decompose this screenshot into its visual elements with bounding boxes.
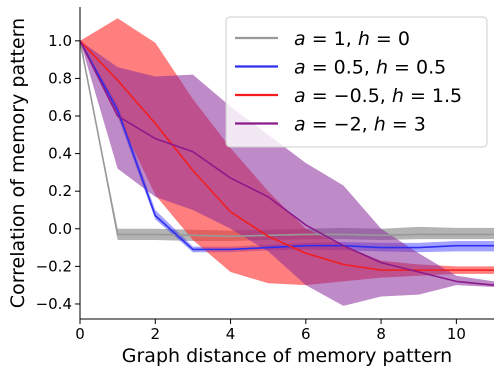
- y-tick-label: 0.6: [48, 107, 72, 125]
- y-tick-label: 0.2: [48, 182, 72, 200]
- series-4-band: [80, 40, 494, 306]
- x-tick-label: 6: [301, 325, 311, 343]
- x-tick-label: 8: [376, 325, 386, 343]
- series-lines: [79, 40, 495, 286]
- series-2-line: [79, 40, 494, 251]
- y-axis-label: Correlation of memory pattern: [7, 18, 29, 308]
- y-tick-label: −0.2: [36, 257, 72, 275]
- x-tick-label: 2: [150, 325, 160, 343]
- confidence-bands: [80, 18, 494, 306]
- y-tick-label: 0.0: [48, 220, 72, 238]
- legend: a = 1, h = 0 a = 0.5, h = 0.5 a = −0.5, h …: [225, 16, 488, 148]
- series-1-line: [79, 40, 494, 238]
- series-3-line: [79, 40, 494, 271]
- y-tick-label: −0.4: [36, 295, 72, 313]
- y-ticks: 1.0 0.8 0.6 0.4 0.2 0.0 −0.2 −0.4: [36, 32, 80, 313]
- axes: [79, 7, 494, 320]
- y-tick-label: 1.0: [48, 32, 72, 50]
- y-tick-label: 0.8: [48, 69, 72, 87]
- x-axis-label: Graph distance of memory pattern: [122, 345, 452, 367]
- x-tick-label: 10: [447, 325, 466, 343]
- legend-label-a-0.5-h-1.5: a = −0.5, h = 1.5: [294, 85, 462, 107]
- legend-entries: a = 1, h = 0 a = 0.5, h = 0.5 a = −0.5, h …: [235, 28, 462, 136]
- y-tick-label: 0.4: [48, 145, 72, 163]
- legend-box: [225, 16, 488, 148]
- x-ticks: 0 2 4 6 8 10: [75, 319, 466, 343]
- legend-label-a-2-h-3: a = −2, h = 3: [294, 114, 426, 136]
- x-tick-label: 4: [226, 325, 236, 343]
- x-tick-label: 0: [75, 325, 85, 343]
- legend-label-a-0.5-h-0.5: a = 0.5, h = 0.5: [294, 57, 446, 79]
- legend-label-a-1-h-0: a = 1, h = 0: [294, 28, 410, 50]
- series-4-line: [79, 40, 495, 286]
